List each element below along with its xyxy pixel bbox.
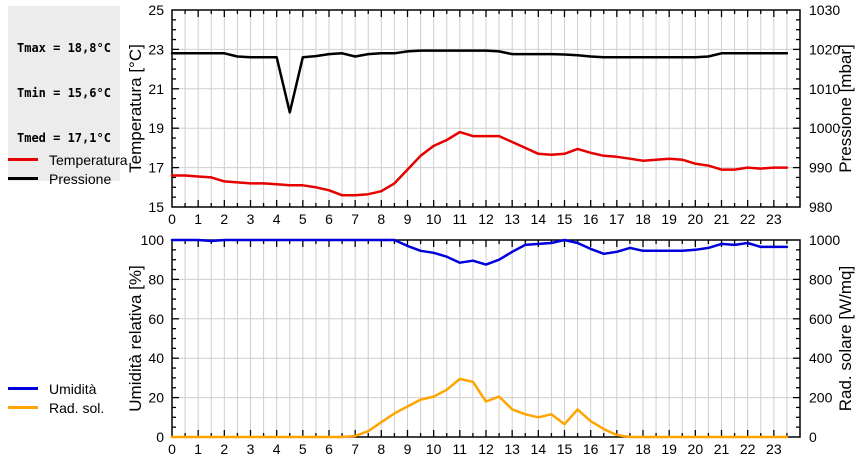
svg-text:100: 100 <box>141 232 165 248</box>
svg-text:18: 18 <box>635 441 651 457</box>
svg-text:13: 13 <box>504 441 520 457</box>
svg-text:6: 6 <box>325 211 333 227</box>
svg-text:3: 3 <box>247 211 255 227</box>
svg-text:16: 16 <box>583 211 599 227</box>
svg-text:21: 21 <box>714 211 730 227</box>
svg-text:4: 4 <box>273 211 281 227</box>
svg-text:17: 17 <box>148 160 164 176</box>
svg-text:800: 800 <box>809 271 833 287</box>
svg-text:1: 1 <box>194 211 202 227</box>
svg-text:11: 11 <box>453 441 468 457</box>
rad-sol-line-swatch <box>8 406 38 409</box>
svg-text:Temperatura [°C]: Temperatura [°C] <box>126 44 145 173</box>
svg-text:1020: 1020 <box>809 41 840 57</box>
svg-text:21: 21 <box>148 81 164 97</box>
svg-text:80: 80 <box>148 271 164 287</box>
svg-text:Pressione [mbar]: Pressione [mbar] <box>836 44 855 173</box>
svg-text:16: 16 <box>583 441 599 457</box>
svg-text:1000: 1000 <box>809 120 840 136</box>
legend-item-umidita: Umidità <box>8 379 104 398</box>
svg-text:20: 20 <box>148 390 164 406</box>
svg-text:22: 22 <box>740 441 756 457</box>
top-chart-legend: Temperatura Pressione <box>8 150 128 188</box>
legend-label-rad-sol: Rad. sol. <box>49 399 105 416</box>
svg-text:19: 19 <box>661 441 677 457</box>
svg-text:5: 5 <box>299 211 307 227</box>
svg-text:600: 600 <box>809 311 833 327</box>
svg-text:990: 990 <box>809 160 833 176</box>
legend-label-umidita: Umidità <box>49 380 97 397</box>
svg-text:20: 20 <box>688 441 704 457</box>
svg-text:0: 0 <box>168 441 176 457</box>
svg-text:1000: 1000 <box>809 232 840 248</box>
svg-text:11: 11 <box>453 211 468 227</box>
svg-text:1030: 1030 <box>809 2 840 18</box>
svg-text:9: 9 <box>404 211 412 227</box>
svg-text:23: 23 <box>766 211 782 227</box>
svg-text:980: 980 <box>809 199 833 215</box>
svg-text:13: 13 <box>504 211 520 227</box>
svg-text:17: 17 <box>609 441 625 457</box>
svg-text:1: 1 <box>194 441 202 457</box>
svg-text:22: 22 <box>740 211 756 227</box>
svg-text:21: 21 <box>714 441 730 457</box>
svg-text:400: 400 <box>809 350 833 366</box>
svg-text:0: 0 <box>168 211 176 227</box>
svg-text:15: 15 <box>557 441 573 457</box>
svg-text:8: 8 <box>377 211 385 227</box>
humidity-radiation-chart: 0 1 2 3 4 5 6 7 8 9 10 11 12 13 14 15 16 17 18 19 20 21 22 2302… <box>126 232 855 457</box>
svg-text:15: 15 <box>557 211 573 227</box>
legend-item-pressione: Pressione <box>8 169 128 188</box>
svg-text:23: 23 <box>766 441 782 457</box>
svg-text:10: 10 <box>426 441 442 457</box>
svg-text:23: 23 <box>148 41 164 57</box>
temperature-summary-box: Tmax = 18,8°C Tmin = 15,6°C Tmed = 17,1°… <box>8 6 120 181</box>
svg-text:8: 8 <box>377 441 385 457</box>
svg-text:2: 2 <box>220 211 228 227</box>
svg-text:17: 17 <box>609 211 625 227</box>
svg-text:40: 40 <box>148 350 164 366</box>
legend-label-temperatura: Temperatura <box>49 151 128 168</box>
svg-text:6: 6 <box>325 441 333 457</box>
svg-text:7: 7 <box>351 211 359 227</box>
svg-text:5: 5 <box>299 441 307 457</box>
svg-text:Umidità relativa [%]: Umidità relativa [%] <box>126 265 145 411</box>
bottom-chart-legend: Umidità Rad. sol. <box>8 379 104 417</box>
svg-text:0: 0 <box>809 429 817 445</box>
pressione-line-swatch <box>8 177 38 180</box>
svg-text:3: 3 <box>247 441 255 457</box>
umidita-line-swatch <box>8 387 38 390</box>
svg-text:10: 10 <box>426 211 442 227</box>
svg-text:200: 200 <box>809 390 833 406</box>
svg-text:25: 25 <box>148 2 164 18</box>
svg-text:15: 15 <box>148 199 164 215</box>
svg-text:19: 19 <box>148 120 164 136</box>
legend-item-rad-sol: Rad. sol. <box>8 398 104 417</box>
tmax-value: Tmax = 18,8°C <box>17 41 111 55</box>
temperature-pressure-chart: 0 1 2 3 4 5 6 7 8 9 10 11 12 13 14 15 16 17 18 19 20 21 22 2315… <box>126 2 855 227</box>
svg-text:60: 60 <box>148 311 164 327</box>
svg-text:12: 12 <box>478 441 494 457</box>
svg-text:20: 20 <box>688 211 704 227</box>
svg-text:Rad. solare [W/mq]: Rad. solare [W/mq] <box>836 266 855 412</box>
svg-text:2: 2 <box>220 441 228 457</box>
temperatura-line-swatch <box>8 158 38 161</box>
svg-text:9: 9 <box>404 441 412 457</box>
svg-text:7: 7 <box>351 441 359 457</box>
svg-text:1010: 1010 <box>809 81 840 97</box>
tmin-value: Tmin = 15,6°C <box>17 86 111 100</box>
svg-text:14: 14 <box>531 211 547 227</box>
legend-label-pressione: Pressione <box>49 170 112 187</box>
tmed-value: Tmed = 17,1°C <box>17 131 111 145</box>
svg-text:14: 14 <box>531 441 547 457</box>
svg-text:12: 12 <box>478 211 494 227</box>
svg-text:19: 19 <box>661 211 677 227</box>
svg-text:4: 4 <box>273 441 281 457</box>
legend-item-temperatura: Temperatura <box>8 150 128 169</box>
svg-text:0: 0 <box>156 429 164 445</box>
svg-text:18: 18 <box>635 211 651 227</box>
